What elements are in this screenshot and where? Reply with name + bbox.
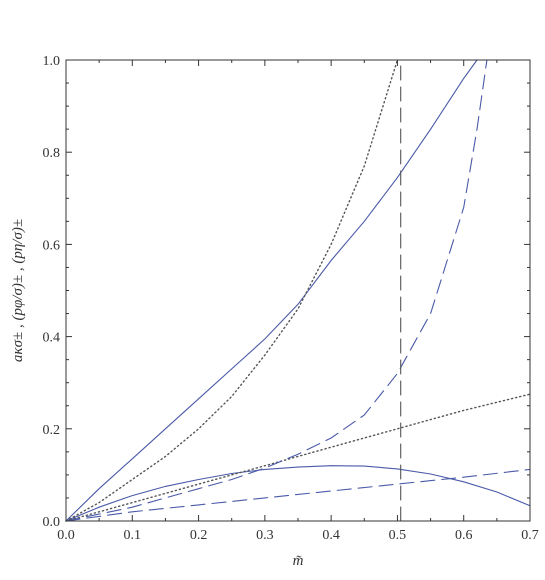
x-tick-label: 0.1 [124,528,142,543]
x-tick-label: 0.0 [57,528,75,543]
series-line-5-dashed [65,468,531,522]
y-tick-label: 0.4 [43,331,61,346]
x-tick-label: 0.5 [389,528,407,543]
x-tick-label: 0.4 [322,528,340,543]
y-tick-label: 1.0 [43,54,61,69]
series-line-2-dotted [65,59,399,522]
series-line-0-solid [65,59,478,522]
x-axis-label: m̃ [293,553,304,569]
x-tick-label: 0.7 [521,528,539,543]
y-tick-label: 0.6 [43,238,61,253]
plot-frame [65,59,531,522]
y-tick-label: 0.8 [43,146,61,161]
x-tick-label: 0.6 [455,528,473,543]
series-line-4-dashed [65,59,488,522]
x-tick-label: 0.2 [190,528,208,543]
y-axis-label: aκσ± , (pφ/σ)± , (pη/σ)± [10,219,26,362]
series-line-1-solid [65,465,531,522]
ticks-layer: 0.0 0.1 0.2 0.3 0.4 0.5 0.6 0.7 0.0 0.2 0.4 0.6 0.8 1… [43,54,539,543]
series-line-3-dotted [65,393,531,522]
x-tick-label: 0.3 [256,528,274,543]
y-tick-label: 0.2 [43,423,61,438]
series-layer [65,59,531,522]
y-tick-label: 0.0 [43,515,61,530]
